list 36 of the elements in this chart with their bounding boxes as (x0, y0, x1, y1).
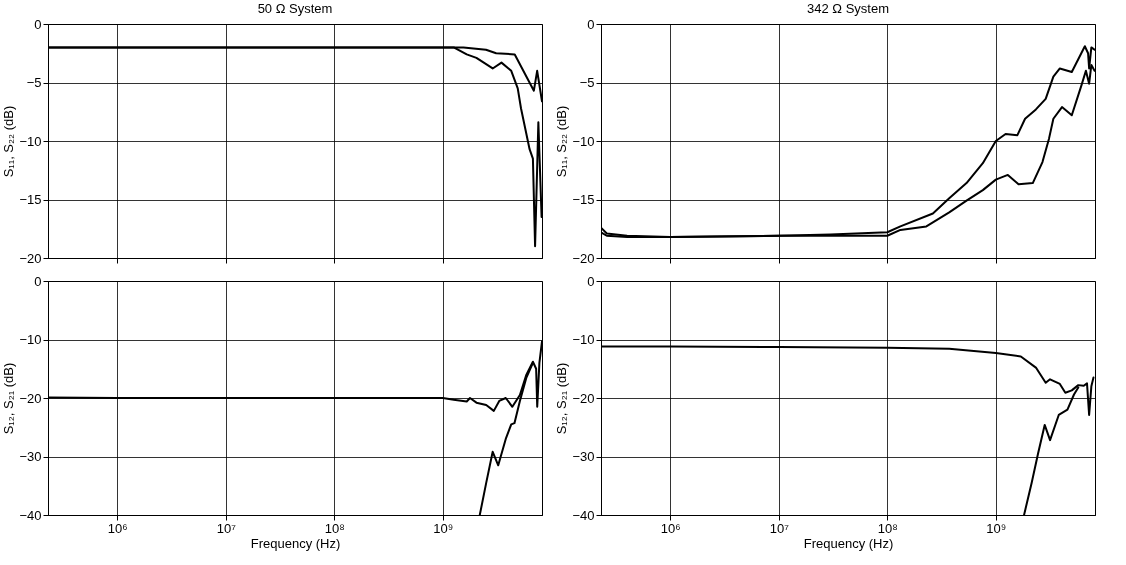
y-tick-label: −10 (19, 332, 42, 347)
x-tick-label: 10⁸ (324, 520, 345, 536)
y-tick-label: 0 (587, 273, 595, 289)
y-tick-label: −30 (572, 449, 595, 464)
x-tick-label: 10⁷ (769, 520, 790, 536)
y-tick-label: 0 (34, 273, 42, 289)
y-axis-title: S₁₂, S₂₁ (dB) (1, 362, 17, 435)
x-tick-label: 10⁹ (433, 520, 454, 536)
x-tick-label: 10⁹ (986, 520, 1007, 536)
y-tick-label: −15 (572, 192, 595, 207)
y-tick-label: −20 (572, 250, 595, 266)
y-tick-label: −10 (572, 133, 595, 149)
y-tick-label: −30 (19, 449, 42, 464)
y-axis-title: S₁₁, S₂₂ (dB) (1, 105, 17, 178)
y-axis-title: S₁₁, S₂₂ (dB) (554, 105, 570, 178)
y-tick-label: −40 (19, 507, 42, 523)
y-tick-label: −15 (19, 192, 42, 207)
chart-title: 342 Ω System (807, 1, 889, 16)
y-tick-label: −10 (19, 133, 42, 149)
y-tick-label: −5 (579, 75, 595, 90)
y-axis-title: S₁₂, S₂₁ (dB) (554, 362, 570, 435)
y-tick-label: −5 (26, 75, 42, 90)
y-tick-label: −10 (572, 332, 595, 347)
x-tick-label: 10⁶ (660, 520, 681, 536)
y-tick-label: −20 (572, 390, 595, 406)
x-axis-title: Frequency (Hz) (803, 535, 894, 551)
x-tick-label: 10⁸ (877, 520, 898, 536)
y-tick-label: −40 (572, 507, 595, 523)
x-tick-label: 10⁶ (107, 520, 128, 536)
chart-title: 50 Ω System (257, 1, 333, 16)
y-tick-label: −20 (19, 250, 42, 266)
y-tick-label: 0 (34, 16, 42, 32)
y-tick-label: 0 (587, 16, 595, 32)
y-tick-label: −20 (19, 390, 42, 406)
x-tick-label: 10⁷ (216, 520, 237, 536)
x-axis-title: Frequency (Hz) (250, 535, 341, 551)
